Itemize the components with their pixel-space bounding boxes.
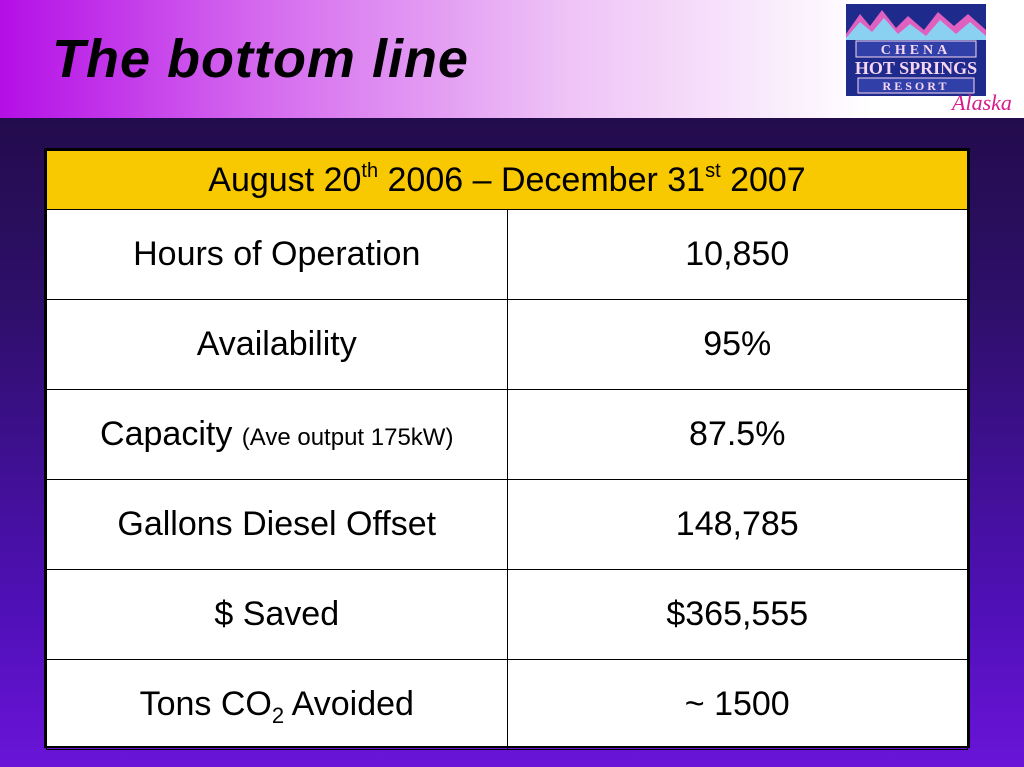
table-row: Tons CO2 Avoided ~ 1500 bbox=[46, 659, 968, 750]
row-value: 95% bbox=[506, 299, 968, 390]
slide-title: The bottom line bbox=[52, 29, 469, 89]
table-header-row: August 20th 2006 – December 31st 2007 bbox=[46, 150, 968, 210]
row-label: Gallons Diesel Offset bbox=[46, 479, 508, 570]
row-label: Hours of Operation bbox=[46, 209, 508, 300]
logo-line2: HOT SPRINGS bbox=[855, 58, 977, 78]
row-value: $365,555 bbox=[506, 569, 968, 660]
results-table: August 20th 2006 – December 31st 2007 Ho… bbox=[44, 148, 970, 750]
logo-line3: RESORT bbox=[883, 79, 950, 93]
table-row: $ Saved $365,555 bbox=[46, 569, 968, 660]
row-value: ~ 1500 bbox=[506, 659, 968, 750]
resort-logo: CHENA HOT SPRINGS RESORT Alaska bbox=[846, 4, 1012, 115]
title-banner: The bottom line CHENA HOT SPRINGS RESORT… bbox=[0, 0, 1024, 118]
logo-script: Alaska bbox=[950, 90, 1012, 115]
date-range-header: August 20th 2006 – December 31st 2007 bbox=[46, 150, 968, 210]
logo-line1: CHENA bbox=[881, 43, 952, 58]
row-label: Tons CO2 Avoided bbox=[46, 659, 508, 750]
row-label: $ Saved bbox=[46, 569, 508, 660]
row-value: 87.5% bbox=[506, 389, 968, 480]
table-row: Capacity (Ave output 175kW) 87.5% bbox=[46, 389, 968, 480]
row-label: Availability bbox=[46, 299, 508, 390]
table-row: Gallons Diesel Offset 148,785 bbox=[46, 479, 968, 570]
row-label: Capacity (Ave output 175kW) bbox=[46, 389, 508, 480]
row-value: 148,785 bbox=[506, 479, 968, 570]
table-row: Hours of Operation 10,850 bbox=[46, 209, 968, 300]
row-value: 10,850 bbox=[506, 209, 968, 300]
row-note: (Ave output 175kW) bbox=[241, 424, 454, 451]
table-row: Availability 95% bbox=[46, 299, 968, 390]
